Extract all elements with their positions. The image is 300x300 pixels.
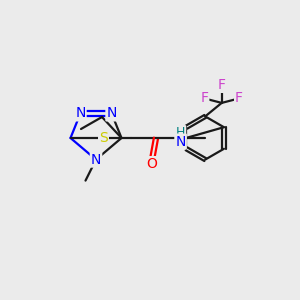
Text: N: N: [106, 106, 117, 120]
Text: N: N: [75, 106, 85, 120]
Text: S: S: [99, 131, 108, 145]
Text: F: F: [200, 92, 208, 105]
Text: F: F: [235, 92, 243, 105]
Text: N: N: [176, 135, 186, 148]
Text: H: H: [176, 126, 185, 139]
Text: O: O: [146, 157, 157, 171]
Text: F: F: [218, 78, 226, 92]
Text: N: N: [91, 153, 101, 166]
